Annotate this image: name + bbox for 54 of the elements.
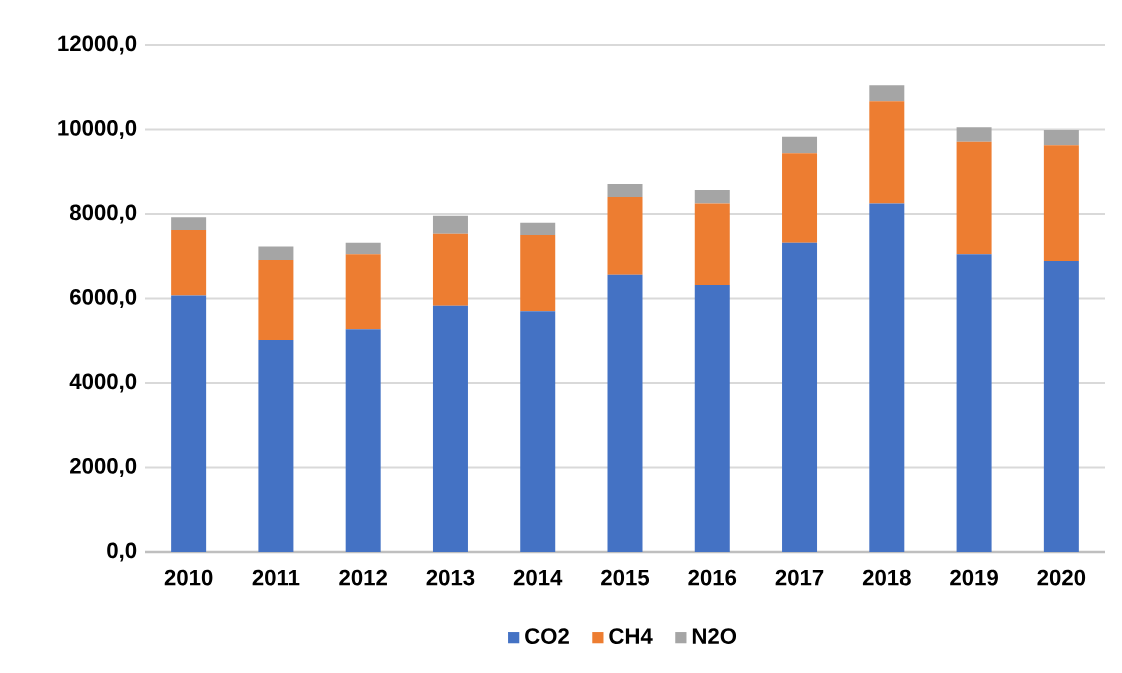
bar: [171, 295, 207, 552]
x-tick-label: 2016: [688, 569, 737, 586]
bar: [782, 136, 818, 154]
bar: [432, 305, 468, 552]
bar: [258, 246, 294, 261]
bar: [520, 311, 556, 552]
bar: [782, 153, 818, 243]
x-tick-label: 2012: [339, 569, 387, 586]
x-tick-label: 2020: [1037, 569, 1086, 586]
y-tick-label: 8000,0: [69, 204, 137, 224]
x-tick-label: 2013: [426, 569, 475, 586]
legend-label: CO2: [525, 628, 569, 644]
bar: [694, 284, 730, 552]
bar: [520, 235, 556, 312]
y-tick-label: 10000,0: [58, 120, 137, 139]
y-tick-label: 4000,0: [69, 373, 137, 393]
bar: [1043, 145, 1079, 261]
bar: [171, 230, 207, 296]
bar: [869, 101, 905, 204]
bar: [1043, 129, 1079, 146]
bar: [1043, 260, 1079, 552]
bar: [345, 254, 381, 330]
y-tick-label: 0,0: [107, 542, 137, 562]
bar: [520, 222, 556, 236]
y-tick-label: 12000,0: [58, 35, 137, 55]
y-tick-label: 2000,0: [70, 458, 137, 477]
x-tick-label: 2014: [513, 569, 563, 586]
bar: [782, 242, 818, 552]
legend-label: CH4: [609, 628, 653, 644]
bar: [171, 217, 207, 231]
bar: [956, 127, 992, 142]
bar: [869, 85, 905, 102]
legend-label: N2O: [692, 628, 737, 644]
bar: [258, 260, 294, 340]
bar: [694, 189, 730, 204]
bar: [607, 183, 643, 198]
bar: [607, 274, 643, 552]
x-tick-label: 2017: [775, 569, 824, 586]
x-tick-label: 2015: [601, 569, 650, 586]
x-tick-label: 2011: [252, 569, 300, 586]
bar: [345, 329, 381, 552]
x-tick-label: 2010: [164, 569, 213, 586]
y-tick-label: 6000,0: [70, 289, 137, 308]
bar: [869, 203, 905, 552]
bar: [956, 254, 992, 552]
bar: [432, 233, 468, 306]
bar: [694, 203, 730, 285]
bar: [345, 242, 381, 255]
bar: [258, 339, 294, 552]
bar: [432, 215, 468, 234]
bar: [956, 141, 992, 255]
bar: [607, 197, 643, 275]
x-tick-label: 2018: [862, 569, 911, 586]
x-tick-label: 2019: [950, 569, 998, 586]
